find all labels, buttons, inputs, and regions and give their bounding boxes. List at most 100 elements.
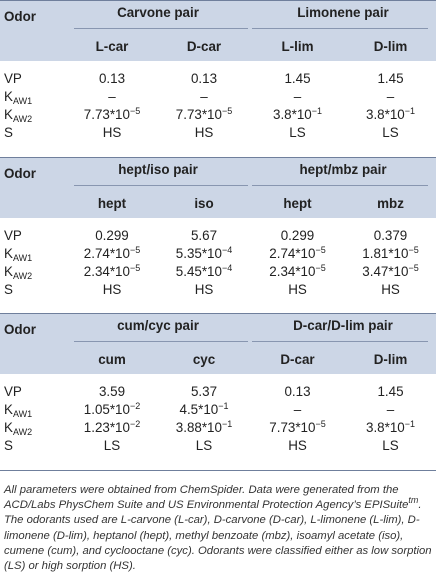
column-header: L-car (95, 38, 129, 54)
group-label: cum/cyc pair (117, 317, 199, 333)
row-label: VP (4, 71, 22, 86)
table-cell: – (386, 89, 395, 104)
blank-cell (0, 32, 66, 61)
table-cell: HS (194, 282, 214, 297)
group-header: Limonene pair (250, 1, 436, 32)
group-underline (252, 27, 428, 29)
group-header-row: Odor Carvone pair Limonene pair (0, 1, 436, 32)
table-row: S HS HS HS HS (0, 281, 436, 299)
column-header: mbz (377, 195, 404, 211)
row-label: VP (4, 228, 22, 243)
column-header: D-car (280, 351, 315, 367)
section-table-1: Odor Carvone pair Limonene pair L-car D-… (0, 1, 436, 142)
table-row: S HS HS LS LS (0, 124, 436, 142)
table-row: VP 3.59 5.37 0.13 1.45 (0, 383, 436, 401)
table-cell: 1.45 (284, 71, 311, 86)
column-header: hept (283, 195, 312, 211)
table-cell: 3.59 (98, 384, 126, 399)
table-cell: 1.23*10−2 (83, 419, 141, 436)
table-cell: 5.37 (190, 384, 218, 399)
row-label: KAW1 (4, 246, 33, 263)
blank-cell (0, 345, 66, 374)
group-header: D-car/D-lim pair (250, 314, 436, 345)
table-row: KAW1 1.05*10−2 4.5*10−1 – – (0, 401, 436, 419)
row-label: KAW2 (4, 107, 33, 124)
table-cell: 3.47*10−5 (362, 263, 419, 280)
blank-cell (0, 189, 66, 218)
group-underline (252, 184, 429, 186)
table-cell: 0.13 (190, 71, 218, 86)
group-header-row: Odor cum/cyc pair D-car/D-lim pair (0, 314, 436, 345)
table-cell: – (293, 89, 302, 104)
group-label: hept/iso pair (118, 161, 198, 177)
table-row: S LS LS HS LS (0, 437, 436, 455)
group-label: hept/mbz pair (299, 161, 387, 177)
section-rule (0, 470, 436, 471)
table-row: KAW2 7.73*10−5 7.73*10−5 3.8*10−1 3.8*10… (0, 106, 436, 124)
table-row: KAW1 – – – – (0, 88, 436, 106)
column-header-row: L-car D-car L-lim D-lim (0, 32, 436, 61)
table-cell: 0.299 (95, 228, 129, 243)
row-label: KAW1 (4, 89, 33, 106)
group-header: cum/cyc pair (66, 314, 250, 345)
group-header: hept/mbz pair (250, 158, 436, 189)
group-label: D-car/D-lim pair (293, 317, 393, 333)
column-header: hept (97, 195, 127, 211)
table-row: VP 0.299 5.67 0.299 0.379 (0, 227, 436, 245)
table-cell: HS (102, 282, 122, 297)
table-cell: 3.88*10−1 (175, 419, 233, 436)
row-label: S (4, 282, 13, 297)
table-cell: HS (102, 125, 122, 140)
table-cell: 7.73*10−5 (175, 106, 233, 123)
table-row: KAW2 2.34*10−5 5.45*10−4 2.34*10−5 3.47*… (0, 263, 436, 281)
row-label: KAW1 (4, 402, 33, 419)
table-cell: 1.05*10−2 (83, 401, 141, 418)
section-table-2: Odor hept/iso pair hept/mbz pair hept is… (0, 158, 436, 299)
table-cell: 5.67 (190, 228, 218, 243)
group-underline (74, 184, 248, 186)
table-cell: LS (382, 125, 399, 140)
section-rule (0, 313, 436, 314)
column-header: D-lim (373, 351, 408, 367)
table-cell: – (293, 402, 302, 417)
group-label: Limonene pair (297, 4, 389, 20)
odor-label: Odor (4, 321, 36, 337)
table-cell: HS (288, 438, 307, 453)
table-cell: 4.5*10−1 (179, 401, 229, 418)
group-underline (74, 27, 248, 29)
table-cell: 7.73*10−5 (269, 419, 326, 436)
table-cell: 2.74*10−5 (83, 245, 141, 262)
table-cell: LS (195, 438, 213, 453)
column-header: iso (194, 195, 214, 211)
table-cell: 3.8*10−1 (273, 106, 322, 123)
table-cell: – (386, 402, 395, 417)
table-cell: 2.34*10−5 (83, 263, 141, 280)
table-cell: 2.34*10−5 (269, 263, 326, 280)
table-cell: 1.45 (377, 384, 404, 399)
table-cell: LS (382, 438, 399, 453)
odor-label: Odor (4, 8, 36, 24)
table-cell: 0.13 (284, 384, 311, 399)
table-row: KAW1 2.74*10−5 5.35*10−4 2.74*10−5 1.81*… (0, 245, 436, 263)
table-cell: – (200, 89, 208, 104)
column-header: D-lim (373, 38, 408, 54)
group-underline (74, 340, 248, 342)
odor-label: Odor (4, 165, 36, 181)
column-header: cyc (192, 351, 216, 367)
row-label: S (4, 125, 13, 140)
section-rule (0, 157, 436, 158)
table-cell: 3.8*10−1 (366, 106, 415, 123)
table-cell: LS (103, 438, 121, 453)
table-cell: 0.13 (98, 71, 126, 86)
column-header-row: cum cyc D-car D-lim (0, 345, 436, 374)
table-cell: 7.73*10−5 (83, 106, 141, 123)
column-header: D-car (186, 38, 222, 54)
table-cell: – (108, 89, 116, 104)
column-header: cum (98, 351, 126, 367)
column-header-row: hept iso hept mbz (0, 189, 436, 218)
group-header: hept/iso pair (66, 158, 250, 189)
table-row: KAW2 1.23*10−2 3.88*10−1 7.73*10−5 3.8*1… (0, 419, 436, 437)
group-label: Carvone pair (117, 4, 199, 20)
table-footnote: All parameters were obtained from ChemSp… (4, 484, 432, 573)
